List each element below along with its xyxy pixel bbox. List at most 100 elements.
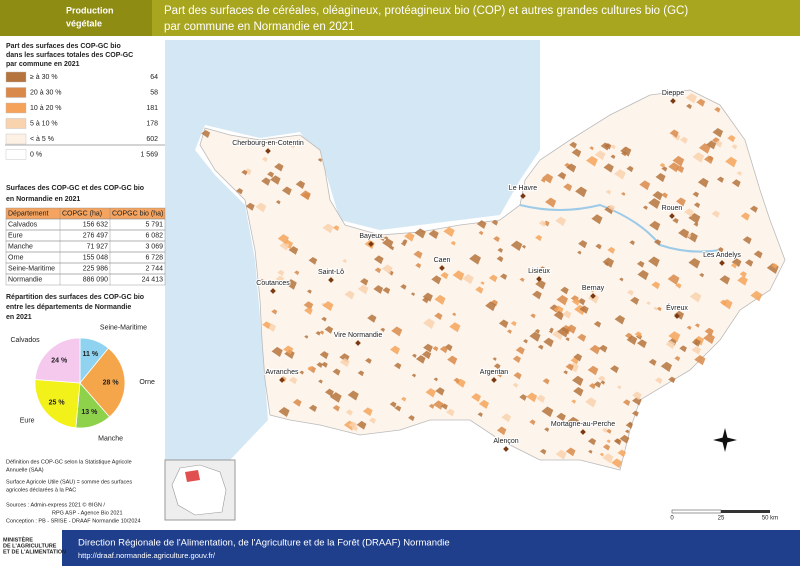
commune <box>538 220 547 227</box>
url[interactable]: http://draaf.normandie.agriculture.gouv.… <box>78 551 216 560</box>
commune <box>299 370 304 375</box>
commune <box>493 363 501 370</box>
commune <box>365 357 372 364</box>
city-label: Alençon <box>493 438 518 445</box>
river <box>519 203 721 253</box>
commune <box>604 262 609 267</box>
city-marker <box>580 429 586 435</box>
legend-count: 602 <box>146 136 158 143</box>
commune <box>383 236 389 240</box>
city-marker <box>536 276 542 282</box>
commune <box>557 171 567 180</box>
commune <box>725 156 737 168</box>
commune <box>277 234 289 245</box>
commune <box>703 333 715 344</box>
commune <box>545 197 557 208</box>
legend-count: 58 <box>150 89 158 96</box>
commune <box>492 367 504 378</box>
note: agricoles déclarées à la PAC <box>6 487 76 493</box>
city-label: Mortagne-au-Perche <box>551 421 615 428</box>
commune <box>606 439 611 444</box>
commune <box>344 290 355 300</box>
commune <box>402 239 408 244</box>
commune <box>656 306 662 312</box>
commune <box>537 344 544 350</box>
commune <box>686 103 692 110</box>
legend-label: 20 à 30 % <box>30 89 62 96</box>
commune <box>611 458 623 469</box>
commune <box>614 169 626 180</box>
commune <box>649 220 661 231</box>
commune <box>625 429 630 434</box>
legend-label: ≥ à 30 % <box>30 74 58 81</box>
pie-title: en 2021 <box>6 314 32 321</box>
commune <box>693 202 701 208</box>
commune <box>373 255 384 265</box>
commune <box>339 358 350 368</box>
city-label: Bayeux <box>359 233 383 240</box>
commune <box>501 413 512 423</box>
commune <box>519 394 527 401</box>
commune <box>476 220 487 229</box>
commune <box>620 146 632 157</box>
commune <box>731 258 742 268</box>
commune <box>716 176 724 183</box>
city-marker <box>669 213 675 219</box>
commune <box>443 226 455 238</box>
commune <box>602 444 611 451</box>
commune <box>452 312 457 317</box>
commune <box>236 188 243 195</box>
commune <box>602 453 614 464</box>
city-marker <box>328 277 334 283</box>
commune <box>600 421 606 426</box>
commune <box>440 403 448 410</box>
table-cell: 71 927 <box>87 243 109 250</box>
city-label: Saint-Lô <box>318 269 344 276</box>
commune <box>324 388 334 397</box>
commune <box>400 284 407 290</box>
city-marker <box>355 340 361 346</box>
commune <box>704 327 714 336</box>
commune <box>450 240 456 246</box>
commune <box>541 173 554 184</box>
commune <box>691 346 701 355</box>
tag: Production <box>66 5 114 15</box>
table-cell: 5 791 <box>145 221 163 228</box>
commune <box>632 391 642 401</box>
commune <box>630 296 640 305</box>
commune <box>578 240 588 249</box>
commune <box>692 152 705 163</box>
commune <box>607 204 616 212</box>
legend-title: dans les surfaces totales des COP-GC <box>6 52 133 59</box>
commune <box>332 404 340 412</box>
table-head: COPGC (ha) <box>62 210 102 217</box>
commune <box>579 305 589 314</box>
commune <box>679 136 688 144</box>
commune <box>675 197 686 207</box>
commune <box>382 287 391 295</box>
commune <box>548 329 553 334</box>
pie-slice <box>34 379 81 429</box>
commune <box>394 405 402 412</box>
city-marker <box>503 446 509 452</box>
commune <box>616 385 622 390</box>
header-tag <box>0 0 152 36</box>
commune <box>400 241 407 247</box>
commune <box>714 107 721 113</box>
commune <box>668 162 680 173</box>
commune <box>586 284 596 293</box>
commune <box>565 324 577 334</box>
map <box>165 40 786 471</box>
table-cell: 3 069 <box>145 243 163 250</box>
commune <box>316 362 323 368</box>
commune <box>478 399 489 409</box>
commune <box>477 412 483 417</box>
legend-label: 0 % <box>30 151 42 158</box>
commune <box>750 290 763 302</box>
commune <box>345 409 353 416</box>
logo-box <box>0 530 62 566</box>
commune <box>526 392 538 403</box>
commune <box>563 183 573 192</box>
commune <box>686 325 692 330</box>
commune <box>408 415 415 422</box>
